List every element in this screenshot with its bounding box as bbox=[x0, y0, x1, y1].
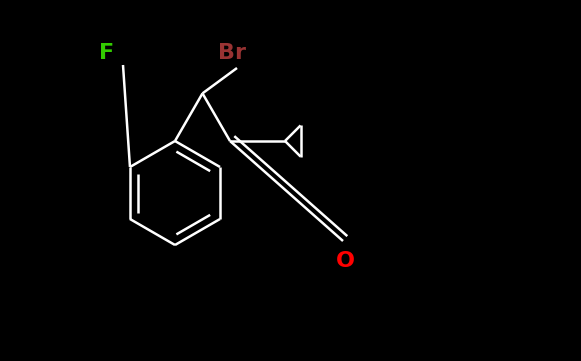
Text: O: O bbox=[335, 251, 354, 271]
Text: F: F bbox=[99, 43, 114, 63]
Text: Br: Br bbox=[218, 43, 246, 63]
